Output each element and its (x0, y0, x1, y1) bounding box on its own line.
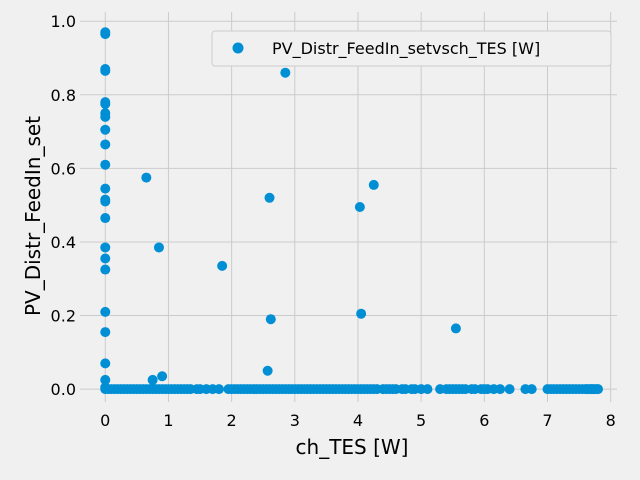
legend: PV_Distr_FeedIn_setvsch_TES [W] (211, 30, 612, 67)
data-point (593, 384, 604, 395)
data-point (100, 124, 111, 135)
legend-label: PV_Distr_FeedIn_setvsch_TES [W] (272, 39, 540, 59)
x-tick-label: 1 (163, 411, 173, 430)
plot-area (80, 12, 617, 402)
x-tick-label: 3 (290, 411, 300, 430)
x-tick-label: 0 (100, 411, 110, 430)
data-point (356, 308, 367, 319)
data-point (100, 242, 111, 253)
x-tick-label: 6 (479, 411, 489, 430)
data-point (526, 384, 537, 395)
y-tick-label: 0.0 (51, 380, 76, 399)
data-point (100, 196, 111, 207)
data-point (100, 327, 111, 338)
y-tick-label: 0.8 (51, 86, 76, 105)
data-point (450, 323, 461, 334)
data-points (100, 27, 604, 395)
data-point (100, 159, 111, 170)
y-tick-label: 0.4 (51, 233, 76, 252)
legend-marker (232, 42, 244, 54)
data-point (100, 29, 111, 40)
data-point (504, 384, 515, 395)
data-point (354, 202, 365, 212)
data-point (100, 264, 111, 275)
data-point (217, 260, 228, 271)
data-point (213, 384, 224, 395)
data-point (100, 213, 111, 224)
data-point (141, 172, 152, 183)
data-point (100, 65, 111, 76)
x-tick-label: 8 (606, 411, 616, 430)
x-tick-label: 4 (353, 411, 363, 430)
data-point (100, 358, 111, 369)
data-point (100, 253, 111, 264)
x-tick-label: 5 (416, 411, 426, 430)
data-point (422, 384, 433, 395)
data-point (265, 314, 276, 325)
data-point (262, 365, 273, 376)
y-axis-label: PV_Distr_FeedIn_set (21, 116, 45, 316)
data-point (147, 374, 158, 385)
data-point (100, 111, 111, 122)
y-tick-label: 0.6 (51, 159, 76, 178)
legend-box (211, 30, 612, 67)
x-axis-label: ch_TES [W] (296, 435, 409, 459)
data-point (495, 384, 506, 395)
data-point (264, 192, 275, 203)
x-tick-label: 7 (542, 411, 552, 430)
data-point (280, 67, 291, 78)
data-point (100, 306, 111, 317)
data-point (368, 179, 379, 190)
y-tick-labels: 0.0 0.2 0.4 0.6 0.8 1.0 (51, 12, 76, 399)
data-point (157, 371, 168, 382)
x-tick-label: 2 (227, 411, 237, 430)
data-point (100, 183, 111, 194)
data-point (100, 374, 111, 385)
x-tick-labels: 0 1 2 3 4 5 6 7 8 (100, 411, 616, 430)
data-point (100, 98, 111, 109)
y-tick-label: 0.2 (51, 307, 76, 326)
y-tick-label: 1.0 (51, 12, 76, 31)
data-point (153, 242, 164, 253)
data-point (100, 139, 111, 150)
